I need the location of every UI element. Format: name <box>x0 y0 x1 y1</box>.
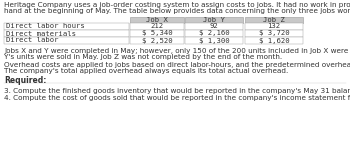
Text: $ 5,340: $ 5,340 <box>142 31 172 37</box>
Text: Job Z: Job Z <box>263 17 285 23</box>
Bar <box>4 30 129 37</box>
Bar <box>130 37 184 44</box>
Text: Direct labor: Direct labor <box>6 38 58 44</box>
Text: $ 3,720: $ 3,720 <box>259 31 289 37</box>
Bar <box>245 30 303 37</box>
Bar <box>4 23 129 30</box>
Bar <box>185 37 243 44</box>
Text: 212: 212 <box>150 24 163 30</box>
Bar <box>185 23 243 30</box>
Bar <box>130 17 184 23</box>
Text: Required:: Required: <box>4 76 46 85</box>
Text: $ 1,620: $ 1,620 <box>259 38 289 44</box>
Bar <box>185 30 243 37</box>
Bar <box>4 37 129 44</box>
Bar <box>130 23 184 30</box>
Bar <box>245 17 303 23</box>
Text: Heritage Company uses a job-order costing system to assign costs to jobs. It had: Heritage Company uses a job-order costin… <box>4 2 350 8</box>
Text: $ 2,160: $ 2,160 <box>199 31 229 37</box>
Text: $ 1,300: $ 1,300 <box>199 38 229 44</box>
Text: The company's total applied overhead always equals its total actual overhead.: The company's total applied overhead alw… <box>4 68 288 74</box>
Bar <box>245 23 303 30</box>
Text: Y's units were sold in May. Job Z was not completed by the end of the month.: Y's units were sold in May. Job Z was no… <box>4 54 282 60</box>
Text: Jobs X and Y were completed in May; however, only 150 of the 200 units included : Jobs X and Y were completed in May; howe… <box>4 48 350 54</box>
Bar <box>245 37 303 44</box>
Text: 3. Compute the finished goods inventory that would be reported in the company's : 3. Compute the finished goods inventory … <box>4 88 350 94</box>
Bar <box>185 17 243 23</box>
Text: 4. Compute the cost of goods sold that would be reported in the company's income: 4. Compute the cost of goods sold that w… <box>4 95 350 101</box>
Bar <box>130 30 184 37</box>
Text: hand at the beginning of May. The table below provides data concerning the only : hand at the beginning of May. The table … <box>4 8 350 14</box>
Text: Job X: Job X <box>146 17 168 23</box>
Text: $ 2,520: $ 2,520 <box>142 38 172 44</box>
Text: 132: 132 <box>267 24 281 30</box>
Text: 92: 92 <box>210 24 218 30</box>
Text: Job Y: Job Y <box>203 17 225 23</box>
Text: Direct labor hours: Direct labor hours <box>6 24 85 30</box>
Text: Direct materials: Direct materials <box>6 31 76 37</box>
Text: Overhead costs are applied to jobs based on direct labor-hours, and the predeter: Overhead costs are applied to jobs based… <box>4 62 350 68</box>
